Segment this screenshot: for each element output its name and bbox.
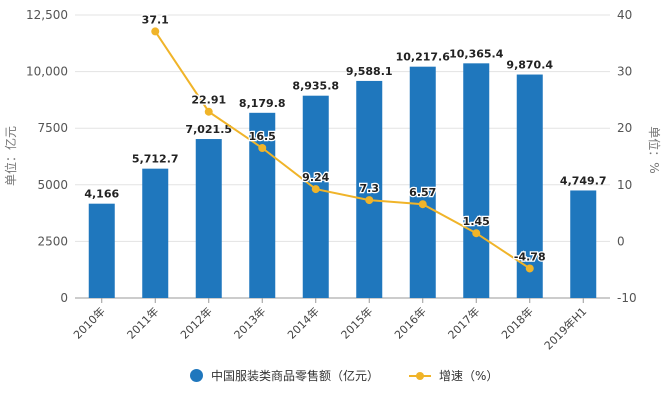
legend-item-sales[interactable]: 中国服装类商品零售额（亿元） — [190, 367, 379, 384]
bar-data-label: 8,179.8 — [239, 97, 286, 110]
x-tick-label: 2014年 — [284, 304, 321, 341]
x-tick-label: 2012年 — [177, 304, 214, 341]
line-data-label: 1.45 — [463, 215, 490, 228]
line-point — [204, 107, 213, 116]
line-point — [525, 264, 534, 273]
bar-data-label: 10,365.4 — [449, 47, 504, 60]
right-tick-label: 20 — [617, 121, 632, 135]
line-data-label: -4.78 — [514, 250, 546, 263]
right-tick-label: 40 — [617, 8, 632, 22]
x-tick-label: 2018年 — [498, 304, 535, 341]
bar-data-label: 8,935.8 — [292, 80, 339, 93]
left-tick-label: 10,000 — [26, 65, 68, 79]
bar — [570, 190, 597, 298]
x-tick-label: 2015年 — [338, 304, 375, 341]
legend-line-marker — [409, 371, 432, 380]
bar — [356, 80, 383, 298]
bar-data-label: 10,217.6 — [396, 51, 451, 64]
left-tick-label: 12,500 — [26, 8, 68, 22]
x-tick-label: 2013年 — [231, 304, 268, 341]
right-tick-label: 30 — [617, 65, 632, 79]
bar — [463, 63, 490, 298]
line-point — [365, 196, 374, 205]
left-tick-label: 7500 — [37, 121, 68, 135]
legend-bar-marker — [190, 369, 203, 382]
legend-label: 增速（%） — [439, 369, 499, 383]
legend-label: 中国服装类商品零售额（亿元） — [211, 369, 380, 383]
line-data-label: 6.57 — [409, 186, 436, 199]
bar — [142, 168, 169, 298]
right-tick-label: -10 — [617, 291, 637, 305]
x-tick-label: 2011年 — [124, 304, 161, 341]
line-data-label: 37.1 — [142, 13, 169, 26]
x-tick-label: 2010年 — [70, 304, 107, 341]
line-point — [151, 27, 160, 36]
legend-item-growth[interactable]: 增速（%） — [409, 367, 498, 384]
bar — [249, 112, 276, 298]
x-tick-label: 2017年 — [445, 304, 482, 341]
bar — [88, 203, 115, 298]
bar-data-label: 9,870.4 — [506, 59, 553, 72]
bar-data-label: 5,712.7 — [132, 153, 179, 166]
line-data-label: 9.24 — [302, 171, 329, 184]
bar-data-label: 9,588.1 — [346, 65, 393, 78]
line-data-label: 16.5 — [249, 130, 276, 143]
left-tick-label: 0 — [60, 291, 68, 305]
line-data-label: 22.91 — [191, 94, 226, 107]
growth-line — [154, 30, 531, 270]
bar — [516, 74, 543, 298]
x-tick-label: 2019年H1 — [541, 304, 589, 352]
x-tick-label: 2016年 — [391, 304, 428, 341]
line-data-label: 7.3 — [360, 182, 380, 195]
legend: 中国服装类商品零售额（亿元） 增速（%） — [190, 367, 498, 384]
line-point — [258, 144, 267, 153]
bar-data-label: 4,749.7 — [560, 174, 607, 187]
line-point — [311, 185, 320, 194]
right-tick-label: 0 — [617, 234, 625, 248]
bar-data-label: 4,166 — [84, 188, 119, 201]
bar — [409, 66, 436, 298]
left-axis-title: 单位：亿元 — [3, 126, 18, 186]
bar-data-label: 7,021.5 — [185, 123, 232, 136]
left-tick-label: 2500 — [37, 234, 68, 248]
bar — [302, 95, 329, 299]
bar — [195, 139, 222, 298]
right-axis-title: 单位：% — [647, 126, 662, 173]
right-tick-label: 10 — [617, 178, 632, 192]
line-point — [472, 229, 481, 238]
line-point — [418, 200, 427, 209]
chart-svg: 0 2500 5000 7500 10,000 12,500 -10 0 10 20 30 40 单位：… — [3, 8, 662, 352]
left-tick-label: 5000 — [37, 178, 68, 192]
